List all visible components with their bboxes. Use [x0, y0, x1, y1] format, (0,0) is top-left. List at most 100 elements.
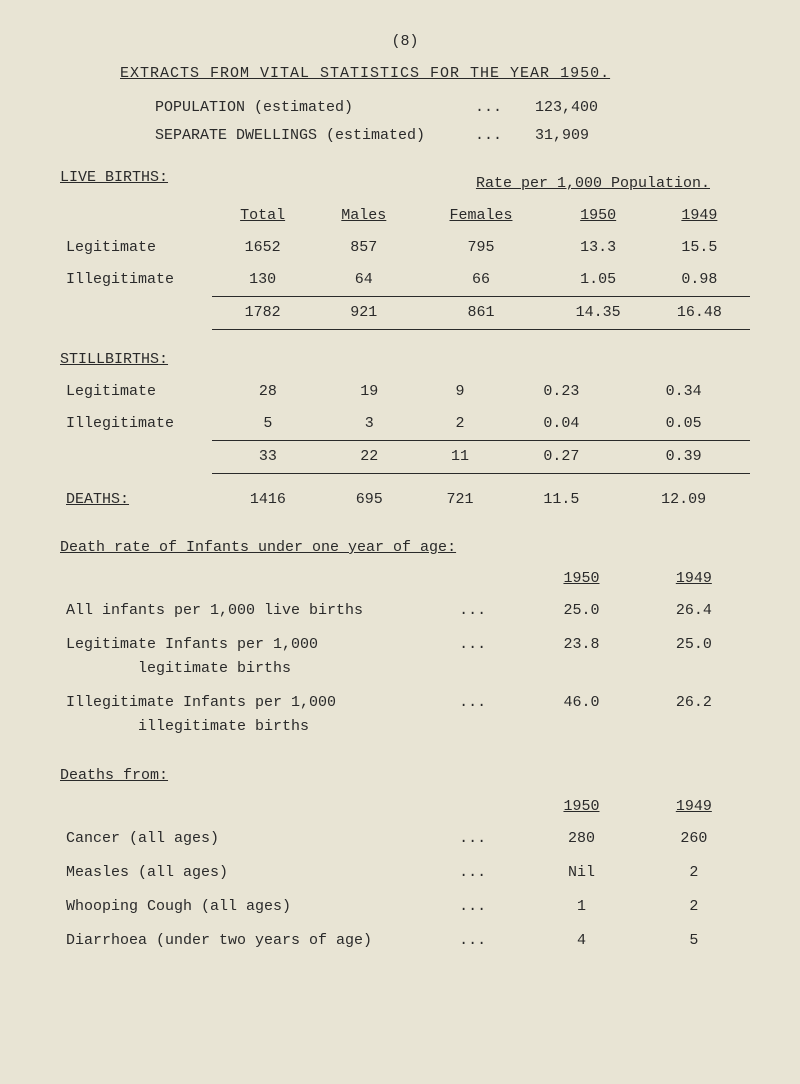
table-row: Legitimate Infants per 1,000 legitimate …: [60, 628, 750, 686]
dots: ...: [453, 686, 525, 744]
cell: 130: [212, 264, 313, 297]
pop-value-0: 123,400: [535, 96, 635, 120]
row-label: Cancer (all ages): [60, 822, 453, 856]
deaths-label: DEATHS:: [60, 474, 212, 517]
stillbirths-heading: STILLBIRTHS:: [60, 348, 750, 372]
dots: ...: [453, 822, 525, 856]
cell: 0.98: [649, 264, 750, 297]
cell: 1.05: [548, 264, 649, 297]
pop-value-1: 31,909: [535, 124, 635, 148]
pop-dots-0: ...: [475, 96, 535, 120]
deaths-row: DEATHS: 1416 695 721 11.5 12.09: [60, 474, 750, 517]
cell: 22: [324, 441, 415, 474]
row-label: Illegitimate: [60, 408, 212, 441]
year-1950: 1950: [525, 792, 637, 822]
table-row: Illegitimate 5 3 2 0.04 0.05: [60, 408, 750, 441]
cell: 1416: [212, 474, 324, 517]
cell: 695: [324, 474, 415, 517]
dots: ...: [453, 924, 525, 958]
cell: 11.5: [505, 474, 617, 517]
cell: 14.35: [548, 297, 649, 330]
cell: 46.0: [525, 686, 637, 744]
table-row: Legitimate 1652 857 795 13.3 15.5: [60, 232, 750, 264]
row-label: All infants per 1,000 live births: [60, 594, 453, 628]
cell: 64: [313, 264, 414, 297]
stillbirths-table: Legitimate 28 19 9 0.23 0.34 Illegitimat…: [60, 376, 750, 516]
infant-rate-table: 1950 1949 All infants per 1,000 live bir…: [60, 564, 750, 744]
cell: 16.48: [649, 297, 750, 330]
col-females: Females: [414, 200, 547, 232]
cell: 0.04: [505, 408, 617, 441]
pop-label-1: SEPARATE DWELLINGS (estimated): [155, 124, 475, 148]
cell: 11: [415, 441, 506, 474]
cell: 2: [638, 890, 750, 924]
row-label: Legitimate: [60, 376, 212, 408]
cell: 26.2: [638, 686, 750, 744]
cell: 19: [324, 376, 415, 408]
table-total-row: 33 22 11 0.27 0.39: [60, 441, 750, 474]
cell: 260: [638, 822, 750, 856]
col-1950: 1950: [548, 200, 649, 232]
cell: 1: [525, 890, 637, 924]
cell: 66: [414, 264, 547, 297]
table-row: Whooping Cough (all ages) ... 1 2: [60, 890, 750, 924]
col-1949: 1949: [649, 200, 750, 232]
cell: 12.09: [617, 474, 750, 517]
table-row: Cancer (all ages) ... 280 260: [60, 822, 750, 856]
cell: 13.3: [548, 232, 649, 264]
cell: 26.4: [638, 594, 750, 628]
dots: ...: [453, 856, 525, 890]
year-1949: 1949: [638, 792, 750, 822]
cell: 1782: [212, 297, 313, 330]
table-row: Illegitimate Infants per 1,000 illegitim…: [60, 686, 750, 744]
cell: 721: [415, 474, 506, 517]
year-1949: 1949: [638, 564, 750, 594]
live-births-table: Total Males Females 1950 1949 Legitimate…: [60, 200, 750, 330]
cell: Nil: [525, 856, 637, 890]
cell: 0.05: [617, 408, 750, 441]
page-number: (8): [60, 30, 750, 54]
table-row: Illegitimate 130 64 66 1.05 0.98: [60, 264, 750, 297]
deaths-from-heading: Deaths from:: [60, 764, 750, 788]
cell: 861: [414, 297, 547, 330]
cell: 25.0: [525, 594, 637, 628]
year-1950: 1950: [525, 564, 637, 594]
row-label: Legitimate: [60, 232, 212, 264]
pop-label-0: POPULATION (estimated): [155, 96, 475, 120]
row-label: Diarrhoea (under two years of age): [60, 924, 453, 958]
cell: 280: [525, 822, 637, 856]
cell: 33: [212, 441, 324, 474]
cell: 23.8: [525, 628, 637, 686]
cell: 3: [324, 408, 415, 441]
cell: 0.39: [617, 441, 750, 474]
table-total-row: 1782 921 861 14.35 16.48: [60, 297, 750, 330]
table-row: Diarrhoea (under two years of age) ... 4…: [60, 924, 750, 958]
cell: 2: [638, 856, 750, 890]
cell: 921: [313, 297, 414, 330]
row-label: Measles (all ages): [60, 856, 453, 890]
dots: ...: [453, 890, 525, 924]
cell: 5: [212, 408, 324, 441]
cell: 9: [415, 376, 506, 408]
cell: 0.27: [505, 441, 617, 474]
col-total: Total: [212, 200, 313, 232]
cell: 857: [313, 232, 414, 264]
cell: 4: [525, 924, 637, 958]
infant-rate-heading: Death rate of Infants under one year of …: [60, 536, 750, 560]
cell: 795: [414, 232, 547, 264]
deaths-from-table: 1950 1949 Cancer (all ages) ... 280 260 …: [60, 792, 750, 958]
cell: 1652: [212, 232, 313, 264]
row-label: Legitimate Infants per 1,000 legitimate …: [60, 628, 453, 686]
cell: 5: [638, 924, 750, 958]
cell: 0.34: [617, 376, 750, 408]
row-label: Whooping Cough (all ages): [60, 890, 453, 924]
table-row: Legitimate 28 19 9 0.23 0.34: [60, 376, 750, 408]
table-row: Measles (all ages) ... Nil 2: [60, 856, 750, 890]
cell: 25.0: [638, 628, 750, 686]
row-label: Illegitimate: [60, 264, 212, 297]
table-row: All infants per 1,000 live births ... 25…: [60, 594, 750, 628]
cell: 28: [212, 376, 324, 408]
dots: ...: [453, 628, 525, 686]
document-title: EXTRACTS FROM VITAL STATISTICS FOR THE Y…: [60, 62, 750, 86]
col-males: Males: [313, 200, 414, 232]
